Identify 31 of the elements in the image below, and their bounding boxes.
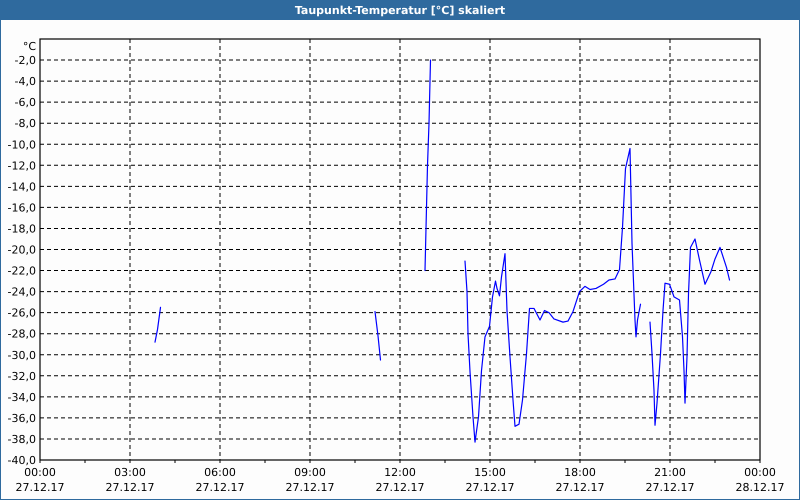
x-tick-label: 12:00 27.12.17: [376, 466, 424, 494]
x-tick-label: 09:00 27.12.17: [286, 466, 334, 494]
x-tick-label: 15:00 27.12.17: [466, 466, 514, 494]
y-tick-label: -14,0: [8, 180, 36, 194]
y-tick-label: -22,0: [8, 264, 36, 278]
x-tick-label: 18:00 27.12.17: [556, 466, 604, 494]
y-tick-label: -26,0: [8, 306, 36, 320]
y-tick-label: -40,0: [8, 454, 36, 467]
y-tick-label: -2,0: [14, 54, 36, 68]
y-tick-label: -8,0: [14, 117, 36, 130]
chart-title: Taupunkt-Temperatur [°C] skaliert: [294, 4, 506, 17]
y-tick-label: -20,0: [8, 244, 36, 256]
y-tick-label: -28,0: [8, 328, 36, 341]
y-tick-label: -24,0: [8, 286, 36, 299]
y-tick-label: -18,0: [8, 222, 36, 236]
y-tick-label: -10,0: [8, 138, 36, 152]
y-tick-label: -30,0: [8, 348, 36, 362]
y-tick-label: -34,0: [8, 390, 36, 404]
x-tick-label: 00:00 28.12.17: [736, 466, 784, 494]
y-tick-label: -12,0: [8, 159, 36, 172]
x-tick-label: 06:00 27.12.17: [196, 466, 244, 494]
x-tick-label: 03:00 27.12.17: [106, 466, 154, 494]
x-tick-label: 21:00 27.12.17: [646, 466, 694, 494]
y-tick-label: -38,0: [8, 432, 36, 446]
y-tick-label: -16,0: [8, 201, 36, 214]
y-tick-label: -32,0: [8, 370, 36, 383]
y-tick-label: -6,0: [14, 96, 36, 110]
x-tick-label: 00:00 27.12.17: [16, 466, 64, 494]
y-tick-label: -36,0: [8, 412, 36, 425]
y-tick-label: -4,0: [14, 75, 36, 88]
y-axis-title: °C: [22, 40, 36, 53]
